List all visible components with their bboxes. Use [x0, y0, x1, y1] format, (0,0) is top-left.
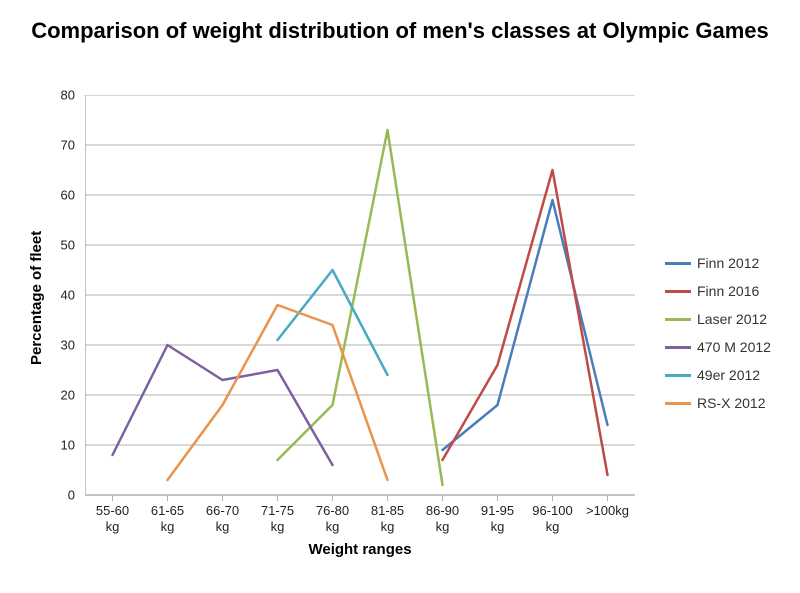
y-tick-label: 0 [68, 488, 81, 503]
y-tick-label: 10 [61, 438, 81, 453]
legend-swatch [665, 318, 691, 321]
y-tick-label: 70 [61, 138, 81, 153]
legend-swatch [665, 290, 691, 293]
legend-label: Finn 2012 [697, 255, 759, 271]
x-axis-label: Weight ranges [308, 541, 411, 558]
chart-container: Comparison of weight distribution of men… [0, 0, 800, 593]
x-tick-label: 96-100kg [525, 503, 581, 534]
y-tick-label: 60 [61, 188, 81, 203]
plot-area [85, 95, 641, 501]
y-tick-label: 40 [61, 288, 81, 303]
x-tick-label: 66-70kg [195, 503, 251, 534]
y-tick-label: 30 [61, 338, 81, 353]
legend: Finn 2012 Finn 2016 Laser 2012 470 M 2012 49… [665, 255, 771, 423]
legend-swatch [665, 262, 691, 265]
legend-item: RS-X 2012 [665, 395, 771, 411]
legend-label: Finn 2016 [697, 283, 759, 299]
x-tick-label: 86-90kg [415, 503, 471, 534]
x-tick-label: 81-85kg [360, 503, 416, 534]
legend-label: 470 M 2012 [697, 339, 771, 355]
y-axis-label: Percentage of fleet [28, 231, 45, 365]
legend-item: 470 M 2012 [665, 339, 771, 355]
x-tick-label: 71-75kg [250, 503, 306, 534]
series-line [278, 270, 388, 375]
legend-item: Finn 2012 [665, 255, 771, 271]
legend-swatch [665, 374, 691, 377]
x-tick-label: 91-95kg [470, 503, 526, 534]
x-tick-label: 55-60kg [85, 503, 141, 534]
x-tick-label: 61-65kg [140, 503, 196, 534]
series-line [168, 305, 388, 480]
y-tick-label: 20 [61, 388, 81, 403]
legend-item: Finn 2016 [665, 283, 771, 299]
legend-item: 49er 2012 [665, 367, 771, 383]
legend-label: Laser 2012 [697, 311, 767, 327]
series-line [443, 200, 608, 450]
chart-title: Comparison of weight distribution of men… [0, 18, 800, 43]
x-tick-label: >100kg [580, 503, 636, 519]
y-tick-label: 50 [61, 238, 81, 253]
legend-label: RS-X 2012 [697, 395, 765, 411]
legend-item: Laser 2012 [665, 311, 771, 327]
x-tick-label: 76-80kg [305, 503, 361, 534]
legend-swatch [665, 402, 691, 405]
legend-label: 49er 2012 [697, 367, 760, 383]
y-tick-label: 80 [61, 88, 81, 103]
legend-swatch [665, 346, 691, 349]
